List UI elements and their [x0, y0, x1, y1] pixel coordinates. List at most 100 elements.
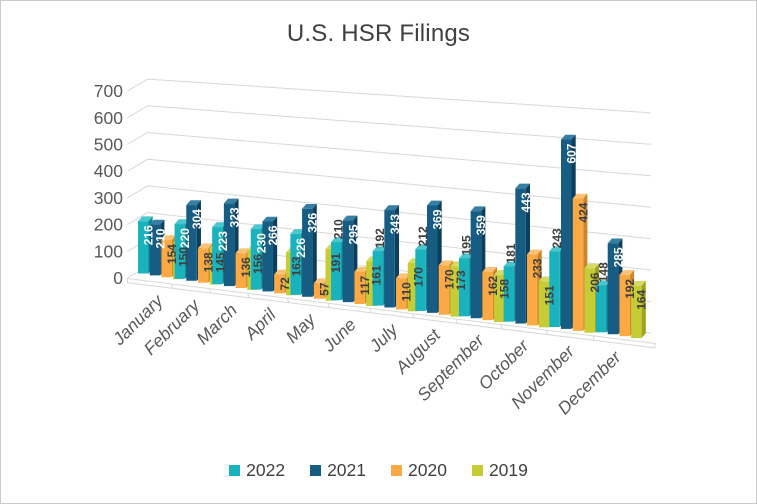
bar-2020-October [527, 254, 538, 326]
value-label: 57 [317, 282, 331, 296]
value-label: 164 [635, 289, 649, 309]
y-axis-tick-label: 600 [94, 108, 123, 128]
bar-top-face [138, 216, 153, 222]
chart-title: U.S. HSR Filings [286, 20, 471, 47]
bar-2019-May [325, 249, 336, 301]
bar-top-face [212, 222, 227, 228]
bar-2020-June [354, 271, 365, 305]
legend-label: 2020 [408, 460, 447, 480]
value-label: 304 [190, 209, 204, 229]
bar-2021-May [302, 208, 313, 297]
bar-2022-September [458, 258, 470, 317]
value-label: 424 [576, 202, 590, 222]
value-label: 145 [213, 252, 227, 272]
value-label: 343 [388, 214, 402, 234]
bar-top-face [354, 266, 370, 272]
value-label: 162 [486, 276, 500, 296]
legend-swatch [310, 465, 322, 476]
y-axis-tick-label: 0 [113, 268, 123, 288]
gridline [127, 78, 652, 114]
legend-swatch [471, 465, 483, 476]
bar-top-face [515, 183, 531, 189]
bar-side-face [312, 203, 317, 297]
y-axis-tick-label: 100 [94, 241, 123, 261]
value-label: 72 [278, 277, 292, 291]
bar-2021-November [561, 139, 572, 329]
value-label: 181 [504, 243, 518, 263]
bar-top-face [415, 244, 430, 250]
value-label: 195 [460, 235, 474, 255]
value-label: 226 [294, 238, 308, 258]
bar-2019-December [631, 285, 642, 339]
value-label: 151 [542, 285, 556, 305]
y-axis-tick-label: 200 [94, 215, 123, 235]
bar-top-face [572, 193, 588, 199]
bar-top-face [396, 273, 411, 279]
bar-side-face [641, 280, 646, 339]
bar-2021-October [515, 188, 526, 324]
bar-2022-May [290, 233, 301, 295]
legend-item-2019: 2019 [471, 460, 528, 481]
value-label: 266 [266, 225, 280, 245]
bar-2019-June [366, 261, 377, 306]
value-label: 323 [227, 207, 241, 227]
bar-2020-February [197, 248, 209, 283]
bar-2021-February [186, 205, 197, 281]
legend-label: 2019 [488, 460, 528, 480]
bar-top-face [607, 238, 623, 244]
legend-item-2020: 2020 [391, 460, 447, 481]
bar-top-face [174, 219, 190, 225]
floor-tick [327, 303, 330, 308]
value-label: 163 [289, 256, 303, 276]
y-axis-tick-label: 300 [94, 188, 123, 208]
y-axis-tick-label: 400 [94, 161, 123, 181]
legend-item-2021: 2021 [310, 460, 366, 481]
floor-tick [500, 324, 503, 330]
bar-2019-November [584, 268, 595, 333]
bar-2022-July [372, 251, 384, 306]
bar-top-face [470, 206, 486, 212]
bar-top-face [619, 270, 635, 275]
floor-edge [127, 277, 656, 349]
value-label: 136 [239, 257, 253, 277]
bar-2020-March [235, 253, 247, 288]
bar-top-face [482, 267, 498, 272]
bar-top-face [595, 280, 611, 286]
bar-top-face [426, 200, 442, 206]
bar-2020-December [619, 274, 630, 337]
value-label: 230 [254, 233, 268, 253]
floor-tick [592, 335, 595, 341]
value-label: 117 [358, 275, 372, 295]
bar-top-face [372, 246, 388, 252]
bar-2022-February [174, 224, 186, 279]
value-label: 170 [442, 269, 456, 289]
bar-2022-August [415, 249, 426, 311]
value-label: 359 [474, 215, 488, 235]
bar-2021-September [470, 211, 482, 319]
value-label: 369 [431, 209, 445, 229]
bar-2021-December [607, 243, 619, 335]
floor-tick [286, 298, 290, 303]
value-label: 158 [498, 279, 512, 299]
bar-2021-January [149, 224, 161, 276]
bar-top-face [631, 280, 646, 286]
bar-top-face [458, 253, 474, 259]
legend-item-2022: 2022 [229, 460, 285, 481]
bar-2022-October [503, 266, 515, 322]
bar-2019-August [450, 266, 461, 317]
bar-2022-December [595, 285, 607, 333]
bar-2021-April [262, 221, 273, 292]
bar-2022-June [331, 242, 342, 301]
value-label: 210 [153, 228, 167, 248]
value-label: 192 [623, 279, 637, 299]
bar-2020-November [572, 198, 584, 331]
value-label: 210 [332, 219, 346, 239]
bar-top-face [438, 260, 454, 266]
floor-tick [411, 313, 415, 319]
value-label: 233 [531, 258, 545, 278]
value-label: 216 [142, 225, 156, 245]
bar-top-face [149, 219, 165, 225]
gridline [127, 158, 652, 208]
bar-2020-September [482, 271, 493, 321]
x-axis-category-label: April [240, 304, 280, 344]
